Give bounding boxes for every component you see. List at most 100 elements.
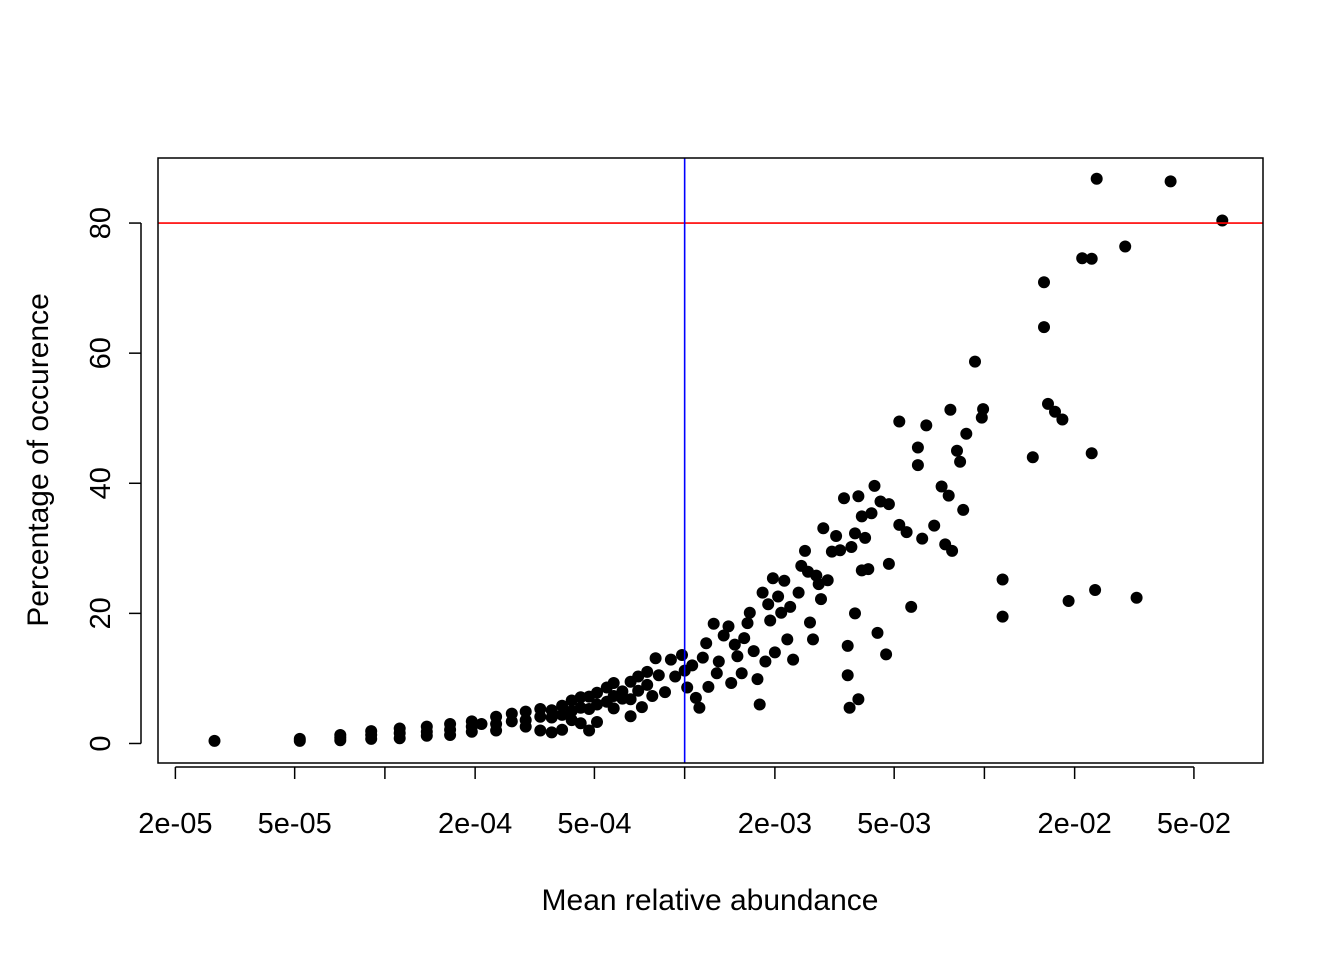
data-point <box>942 489 955 502</box>
data-point <box>834 544 847 557</box>
data-point <box>731 650 744 663</box>
data-point <box>951 444 963 457</box>
data-point <box>722 620 735 633</box>
data-point <box>944 403 957 416</box>
data-point <box>717 629 730 642</box>
data-point <box>624 693 637 706</box>
data-point <box>1085 252 1098 265</box>
data-point <box>565 714 578 727</box>
data-point <box>556 699 569 712</box>
data-point <box>738 632 751 645</box>
data-point <box>792 586 805 599</box>
data-point <box>751 673 764 686</box>
reference-lines <box>158 158 1263 763</box>
data-point <box>641 678 654 691</box>
data-point <box>646 690 659 702</box>
data-point <box>505 715 518 728</box>
x-axis: 2e-05 5e-05 2e-04 5e-04 2e-03 5e-03 2e-02 5e-02 <box>138 766 1231 840</box>
y-tick-label: 0 <box>85 735 117 751</box>
data-point <box>519 705 532 718</box>
data-point <box>208 734 221 747</box>
data-point <box>838 492 850 505</box>
x-tick-label: 5e-05 <box>258 808 332 840</box>
x-axis-label: Mean relative abundance <box>542 884 879 917</box>
data-point <box>652 669 665 682</box>
data-point <box>1216 214 1229 227</box>
plot-frame <box>157 157 1264 764</box>
data-point <box>712 655 725 668</box>
data-point <box>911 441 924 454</box>
data-points <box>208 172 1229 747</box>
data-point <box>293 734 306 747</box>
data-point <box>868 479 881 492</box>
data-point <box>556 708 569 721</box>
data-point <box>707 617 720 630</box>
data-point <box>1090 172 1103 185</box>
data-point <box>632 684 645 697</box>
data-point <box>996 573 1009 586</box>
data-point <box>591 716 603 728</box>
data-point <box>420 729 433 742</box>
data-point <box>465 725 478 738</box>
data-point <box>545 726 558 739</box>
data-point <box>534 724 547 737</box>
data-point <box>1038 321 1050 334</box>
data-point <box>996 610 1009 623</box>
data-point <box>852 693 865 706</box>
data-point <box>862 563 875 576</box>
y-tick-label: 80 <box>85 207 117 239</box>
data-point <box>911 459 924 472</box>
data-point <box>689 691 702 704</box>
x-tick-label: 2e-05 <box>138 808 212 840</box>
data-point <box>632 670 645 683</box>
data-point <box>969 355 981 368</box>
data-point <box>960 427 973 440</box>
data-point <box>591 686 603 699</box>
data-point <box>693 701 706 714</box>
data-point <box>852 490 865 503</box>
data-point <box>764 614 777 627</box>
data-point <box>735 667 748 680</box>
data-point <box>882 557 895 570</box>
data-point <box>843 701 856 714</box>
data-point <box>534 710 547 723</box>
data-point <box>583 724 596 737</box>
data-point <box>710 667 723 680</box>
data-point <box>741 617 754 630</box>
data-point <box>762 598 775 611</box>
data-point <box>821 574 834 587</box>
data-point <box>920 419 933 432</box>
data-point <box>659 686 671 699</box>
data-point <box>1049 405 1061 418</box>
data-point <box>781 633 794 646</box>
data-point <box>784 600 797 613</box>
data-point <box>766 572 779 585</box>
data-point <box>935 480 948 493</box>
data-point <box>841 669 854 682</box>
data-point <box>817 522 830 535</box>
y-tick-label: 40 <box>85 467 117 499</box>
data-point <box>807 633 819 646</box>
data-point <box>775 606 788 619</box>
data-point <box>565 705 578 717</box>
data-point <box>845 541 858 553</box>
data-point <box>1038 276 1050 289</box>
x-tick-label: 2e-04 <box>438 808 512 840</box>
data-point <box>916 532 929 545</box>
data-point <box>871 626 884 639</box>
data-point <box>865 507 878 520</box>
data-point <box>565 694 578 707</box>
data-point <box>759 655 772 668</box>
data-point <box>556 723 569 736</box>
data-point <box>756 586 769 599</box>
data-point <box>607 702 620 715</box>
data-point <box>1062 595 1075 607</box>
data-point <box>893 518 906 531</box>
data-point <box>954 455 967 468</box>
data-point <box>519 720 532 733</box>
y-axis: 0 20 40 60 80 <box>85 207 142 752</box>
data-point <box>880 648 893 661</box>
data-point <box>815 593 827 606</box>
data-point <box>768 646 781 659</box>
